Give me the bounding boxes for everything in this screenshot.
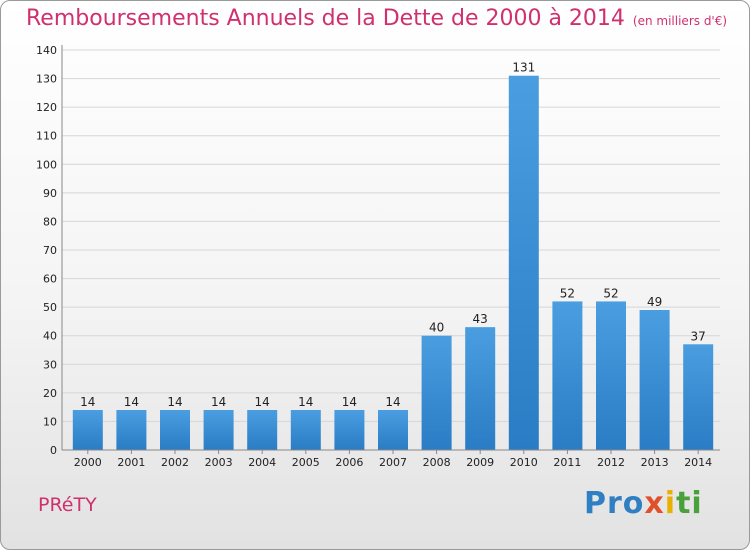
y-tick-label: 90 xyxy=(43,187,57,200)
x-tick-label: 2008 xyxy=(423,456,451,469)
y-tick-label: 50 xyxy=(43,301,57,314)
x-tick-label: 2005 xyxy=(292,456,320,469)
x-tick-label: 2014 xyxy=(684,456,712,469)
x-tick-label: 2006 xyxy=(335,456,363,469)
x-tick-label: 2011 xyxy=(553,456,581,469)
y-tick-label: 10 xyxy=(43,415,57,428)
bar xyxy=(378,410,408,450)
x-tick-label: 2007 xyxy=(379,456,407,469)
bar xyxy=(334,410,365,450)
bar xyxy=(421,335,452,450)
bar xyxy=(290,410,321,450)
chart-subtitle: (en milliers d'€) xyxy=(632,14,728,28)
x-tick-label: 2004 xyxy=(248,456,276,469)
x-tick-label: 2003 xyxy=(205,456,233,469)
data-label: 52 xyxy=(603,286,618,300)
y-tick-label: 60 xyxy=(43,273,57,286)
x-tick-label: 2012 xyxy=(597,456,625,469)
x-tick-label: 2013 xyxy=(641,456,669,469)
proxiti-logo[interactable]: Proxiti xyxy=(584,486,703,521)
y-tick-label: 100 xyxy=(36,158,57,171)
bar xyxy=(639,310,670,450)
data-label: 14 xyxy=(167,395,182,409)
x-tick-label: 2010 xyxy=(510,456,538,469)
data-label: 43 xyxy=(473,312,488,326)
bar xyxy=(247,410,278,450)
bar xyxy=(160,410,190,450)
bar xyxy=(596,301,626,450)
y-tick-label: 80 xyxy=(43,215,57,228)
logo-part: ti xyxy=(676,486,703,521)
y-tick-label: 20 xyxy=(43,387,57,400)
y-tick-label: 130 xyxy=(36,73,57,86)
y-tick-label: 120 xyxy=(36,101,57,114)
data-label: 14 xyxy=(342,395,357,409)
data-label: 37 xyxy=(691,329,706,343)
data-label: 49 xyxy=(647,295,662,309)
data-label: 40 xyxy=(429,321,444,335)
y-tick-label: 70 xyxy=(43,244,57,257)
bar xyxy=(203,410,234,450)
commune-name: PRéTY xyxy=(38,494,97,516)
logo-part: Pro xyxy=(584,486,645,521)
data-label: 14 xyxy=(385,395,400,409)
chart-title-text: Remboursements Annuels de la Dette de 20… xyxy=(26,6,625,31)
x-tick-label: 2002 xyxy=(161,456,189,469)
data-label: 14 xyxy=(211,395,226,409)
y-tick-label: 0 xyxy=(50,444,57,457)
data-label: 14 xyxy=(298,395,313,409)
y-tick-label: 140 xyxy=(36,44,57,57)
bar xyxy=(116,410,147,450)
data-label: 14 xyxy=(255,395,270,409)
logo-part: i xyxy=(664,486,677,521)
chart-title: Remboursements Annuels de la Dette de 20… xyxy=(26,6,727,31)
y-tick-label: 40 xyxy=(43,330,57,343)
bar xyxy=(683,344,714,450)
y-tick-label: 110 xyxy=(36,130,57,143)
x-tick-label: 2009 xyxy=(466,456,494,469)
data-label: 14 xyxy=(124,395,139,409)
logo-part: x xyxy=(644,486,665,521)
bar xyxy=(465,327,496,450)
bar xyxy=(508,75,539,450)
bar xyxy=(72,410,103,450)
x-tick-label: 2001 xyxy=(117,456,145,469)
data-label: 131 xyxy=(512,61,535,75)
x-tick-label: 2000 xyxy=(74,456,102,469)
data-label: 52 xyxy=(560,286,575,300)
y-tick-label: 30 xyxy=(43,358,57,371)
data-label: 14 xyxy=(80,395,95,409)
bar xyxy=(552,301,583,450)
